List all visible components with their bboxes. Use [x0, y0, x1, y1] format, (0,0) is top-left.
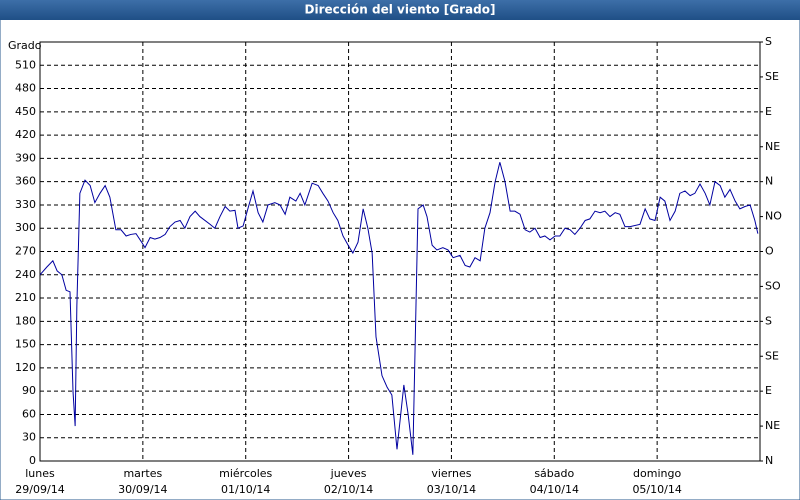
x-tick-label: sábado — [534, 467, 574, 480]
y-tick-label: 120 — [15, 361, 36, 374]
x-tick-label: viernes — [431, 467, 471, 480]
title-bar — [0, 0, 800, 20]
y2-tick-label: NE — [765, 419, 780, 432]
x-tick-label: domingo — [633, 467, 681, 480]
x-tick-label: jueves — [330, 467, 367, 480]
y-tick-label: 210 — [15, 291, 36, 304]
x-tick-date: 04/10/14 — [530, 483, 579, 496]
y-tick-label: 180 — [15, 314, 36, 327]
y-tick-label: 270 — [15, 245, 36, 258]
y2-tick-label: O — [765, 245, 774, 258]
y-tick-label: 330 — [15, 198, 36, 211]
y2-tick-label: E — [765, 384, 772, 397]
y2-tick-label: SE — [765, 349, 779, 362]
y-tick-label: 30 — [22, 431, 36, 444]
y-tick-label: 300 — [15, 221, 36, 234]
y-tick-label: 60 — [22, 407, 36, 420]
y-tick-label: 90 — [22, 384, 36, 397]
chart-title: Dirección del viento [Grado] — [305, 3, 496, 17]
y2-tick-label: N — [765, 454, 773, 467]
y2-tick-label: S — [765, 314, 772, 327]
x-tick-date: 29/09/14 — [15, 483, 64, 496]
y-tick-label: 480 — [15, 82, 36, 95]
x-tick-date: 05/10/14 — [632, 483, 681, 496]
y-tick-label: 420 — [15, 128, 36, 141]
y-tick-label: 240 — [15, 268, 36, 281]
y2-tick-label: NO — [765, 210, 782, 223]
x-tick-label: miércoles — [219, 467, 272, 480]
data-line — [39, 162, 759, 455]
y2-tick-label: E — [765, 105, 772, 118]
y2-tick-label: S — [765, 35, 772, 48]
y2-tick-label: SE — [765, 70, 779, 83]
y-tick-label: 150 — [15, 338, 36, 351]
x-tick-date: 02/10/14 — [324, 483, 373, 496]
y-tick-label: 510 — [15, 58, 36, 71]
y-tick-label: 360 — [15, 175, 36, 188]
y2-tick-label: NE — [765, 140, 780, 153]
x-tick-label: martes — [123, 467, 162, 480]
y-tick-label: 390 — [15, 151, 36, 164]
x-tick-date: 30/09/14 — [118, 483, 167, 496]
x-tick-label: lunes — [25, 467, 55, 480]
x-tick-date: 03/10/14 — [427, 483, 476, 496]
y-axis-label: Grado — [8, 39, 42, 52]
y-tick-label: 450 — [15, 105, 36, 118]
y2-tick-label: SO — [765, 279, 781, 292]
x-tick-date: 01/10/14 — [221, 483, 270, 496]
y-tick-label: 0 — [29, 454, 36, 467]
y2-tick-label: N — [765, 175, 773, 188]
